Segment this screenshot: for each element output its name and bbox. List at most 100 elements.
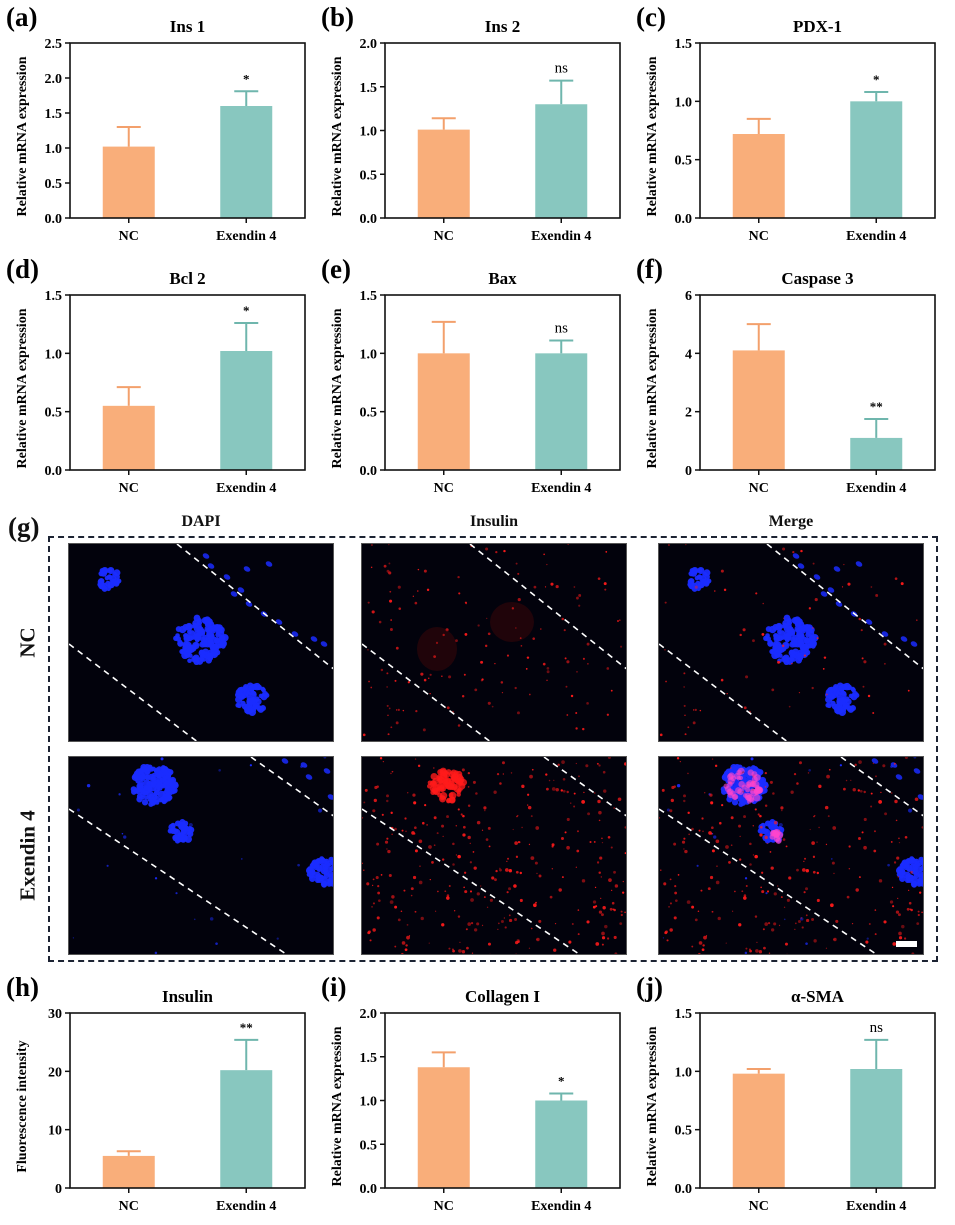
y-tick-label: 0.5 <box>45 406 63 421</box>
tissue-boundary-line <box>766 544 923 670</box>
y-tick-label: 1.0 <box>360 1095 378 1110</box>
x-tick-label: NC <box>119 1199 139 1214</box>
micrograph-exendin4-merge <box>658 756 924 955</box>
micrograph-exendin4-insulin <box>361 756 627 955</box>
insulin-diffuse-signal <box>490 602 534 642</box>
x-tick-label: NC <box>119 229 139 244</box>
insulin-signal-puncta <box>659 544 918 737</box>
panel-letter: (f) <box>636 254 663 284</box>
bar-nc <box>102 405 155 470</box>
y-tick-label: 0.5 <box>675 154 693 169</box>
y-axis-label: Relative mRNA expression <box>330 1026 345 1186</box>
bar-nc <box>732 350 785 470</box>
colocalized-signal <box>723 767 764 804</box>
chart-panel-caspase3: (f) Caspase 3 Relative mRNA expression NC Ex… <box>630 252 955 512</box>
bar-nc <box>732 1073 785 1188</box>
chart-title: Bcl 2 <box>169 269 205 288</box>
chart-svg: (d) Bcl 2 Relative mRNA expression NC Exendi… <box>6 254 306 496</box>
y-tick-label: 0.5 <box>360 1138 378 1153</box>
y-axis-label: Relative mRNA expression <box>645 1026 660 1186</box>
significance-marker: * <box>243 303 250 318</box>
y-tick-label: 2.5 <box>45 37 63 52</box>
y-axis-label: Relative mRNA expression <box>330 56 345 216</box>
tissue-boundary-line <box>362 808 581 954</box>
chart-panel-pdx1: (c) PDX-1 Relative mRNA expression NC Exendi… <box>630 0 955 250</box>
y-tick-label: 0.5 <box>675 1124 693 1139</box>
y-axis-label: Relative mRNA expression <box>645 56 660 216</box>
micrograph-svg <box>69 757 333 954</box>
chart-title: Ins 2 <box>485 17 520 36</box>
x-tick-label: Exendin 4 <box>846 481 906 496</box>
micrograph-svg <box>362 544 626 741</box>
micrograph-nc-merge <box>658 543 924 742</box>
y-tick-label: 1.0 <box>360 125 378 140</box>
significance-marker: * <box>243 71 250 86</box>
significance-marker: ns <box>555 321 569 337</box>
panel-letter: (h) <box>6 972 39 1002</box>
y-tick-label: 2 <box>685 406 692 421</box>
panel-letter: (a) <box>6 2 37 32</box>
insulin-signal-puncta <box>659 757 923 954</box>
x-tick-label: Exendin 4 <box>216 1199 276 1214</box>
significance-marker: ns <box>555 61 569 77</box>
chart-title: Ins 1 <box>170 17 205 36</box>
y-tick-label: 2.0 <box>360 1007 378 1022</box>
chart-panel-collagen1: (i) Collagen I Relative mRNA expression NC E… <box>315 970 635 1225</box>
bar-exendin4 <box>220 1070 273 1188</box>
bar-nc <box>732 134 785 218</box>
dapi-cell-cluster <box>895 856 923 888</box>
y-tick-label: 0 <box>55 1182 62 1197</box>
micrograph-svg <box>69 544 333 741</box>
scale-bar <box>896 941 917 947</box>
tissue-boundary-line <box>69 643 198 741</box>
chart-svg: (h) Insulin Fluorescence intensity NC Exendi… <box>6 972 306 1214</box>
y-tick-label: 0.0 <box>675 1182 693 1197</box>
column-header-insulin: Insulin <box>469 513 519 530</box>
row-header-exendin4: Exendin 4 <box>15 810 40 901</box>
y-axis-label: Relative mRNA expression <box>15 56 30 216</box>
plot-frame <box>699 294 936 471</box>
y-tick-label: 1.5 <box>45 107 63 122</box>
insulin-diffuse-signal <box>417 627 457 671</box>
bar-nc <box>417 353 470 470</box>
micrograph-nc-dapi <box>68 543 334 742</box>
x-tick-label: Exendin 4 <box>531 229 591 244</box>
y-tick-label: 1.0 <box>675 1065 693 1080</box>
chart-title: α-SMA <box>791 987 845 1006</box>
dapi-nuclei <box>281 758 333 800</box>
y-tick-label: 0.0 <box>360 464 378 479</box>
bar-exendin4 <box>850 101 903 218</box>
y-tick-label: 1.5 <box>45 289 63 304</box>
dapi-nuclei <box>871 758 923 800</box>
tissue-boundary-line <box>659 808 878 954</box>
plot-frame <box>69 1012 306 1189</box>
y-tick-label: 1.5 <box>675 37 693 52</box>
y-tick-label: 1.5 <box>360 81 378 96</box>
y-tick-label: 1.0 <box>45 142 63 157</box>
dapi-cell-cluster <box>234 682 270 716</box>
significance-marker: * <box>558 1074 565 1089</box>
dapi-cell-cluster <box>173 614 229 666</box>
y-axis-label: Fluorescence intensity <box>15 1040 30 1172</box>
plot-frame <box>699 1012 936 1189</box>
chart-title: Collagen I <box>465 987 540 1006</box>
chart-title: Caspase 3 <box>781 269 853 288</box>
x-tick-label: NC <box>119 481 139 496</box>
y-axis-label: Relative mRNA expression <box>330 308 345 468</box>
x-tick-label: NC <box>749 1199 769 1214</box>
panel-letter: (e) <box>321 254 351 284</box>
y-tick-label: 2.0 <box>45 72 63 87</box>
y-tick-label: 10 <box>48 1124 62 1139</box>
y-tick-label: 0.0 <box>45 464 63 479</box>
plot-frame <box>69 294 306 471</box>
y-tick-label: 0.5 <box>360 168 378 183</box>
significance-marker: * <box>873 72 880 87</box>
y-tick-label: 1.0 <box>360 347 378 362</box>
chart-title: PDX-1 <box>793 17 842 36</box>
tissue-boundary-line <box>250 757 333 817</box>
chart-svg: (c) PDX-1 Relative mRNA expression NC Exendi… <box>636 2 936 244</box>
panel-letter: (d) <box>6 254 39 284</box>
chart-svg: (b) Ins 2 Relative mRNA expression NC Exendi… <box>321 2 621 244</box>
row-header-nc: NC <box>15 627 40 658</box>
y-tick-label: 1.0 <box>45 347 63 362</box>
